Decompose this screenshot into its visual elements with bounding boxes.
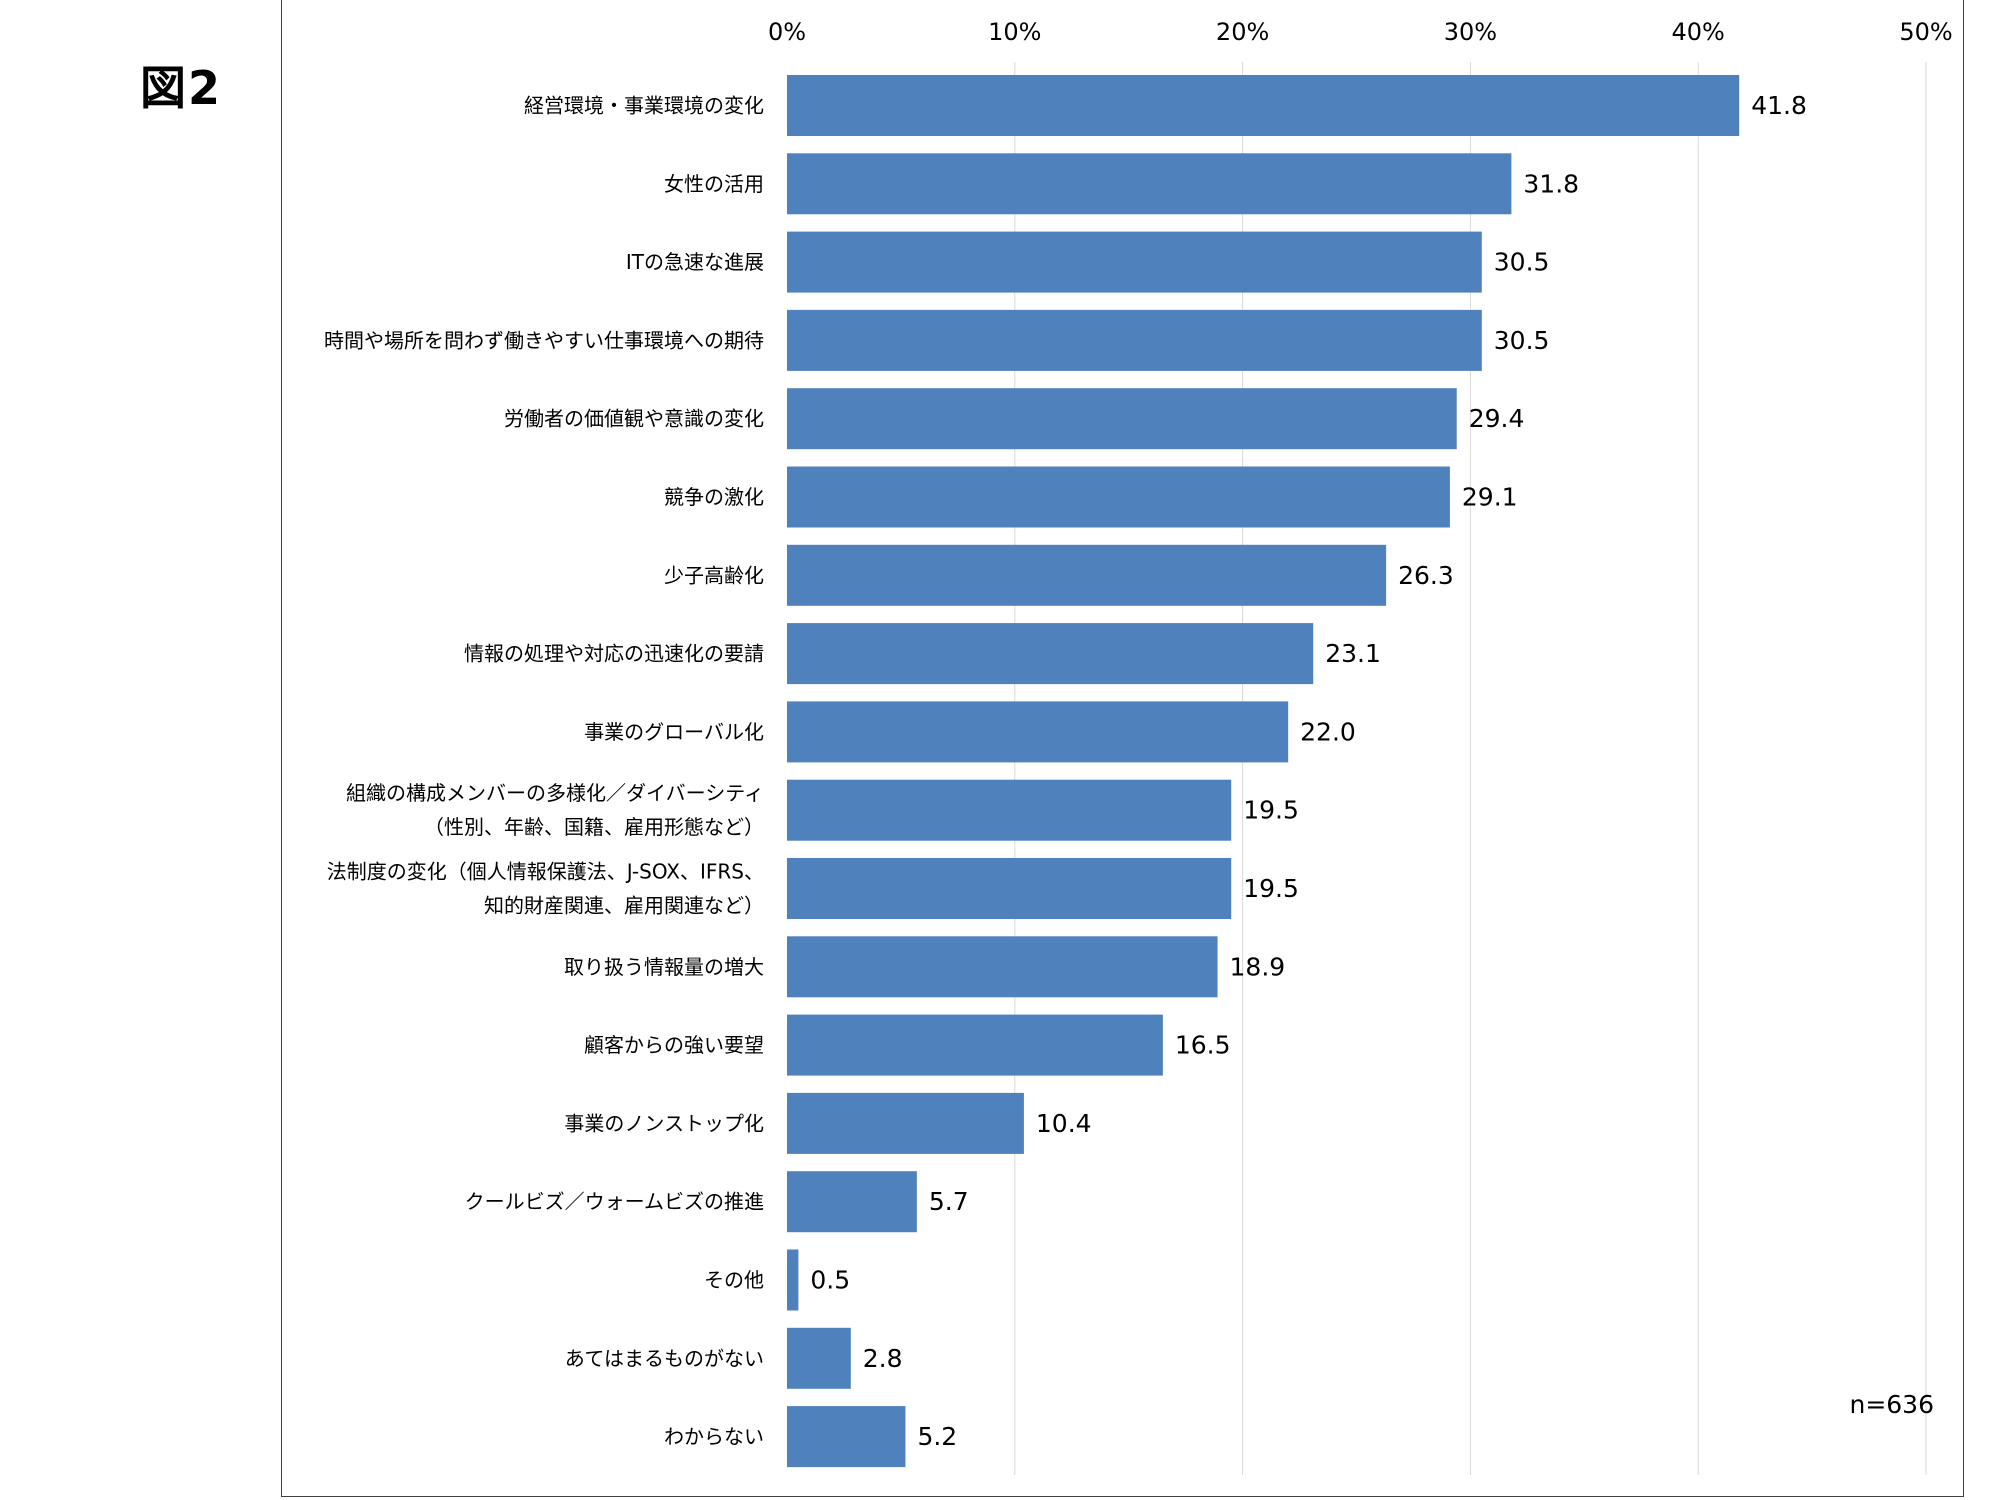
category-label: あてはまるものがない: [565, 1346, 764, 1370]
category-label: 女性の活用: [664, 172, 764, 196]
data-label: 23.1: [1325, 639, 1381, 668]
sample-size-label: n=636: [1849, 1390, 1934, 1419]
category-label: 競争の激化: [664, 485, 764, 509]
bar: [787, 623, 1314, 685]
bar: [787, 309, 1482, 371]
data-label: 29.1: [1462, 483, 1518, 512]
bar: [787, 936, 1218, 998]
category-label: 経営環境・事業環境の変化: [524, 94, 764, 118]
bar: [787, 153, 1512, 215]
data-label: 19.5: [1243, 874, 1299, 903]
category-label: 少子高齢化: [664, 563, 764, 587]
category-label: 顧客からの強い要望: [584, 1033, 764, 1057]
category-label: 法制度の変化（個人情報保護法、J-SOX、IFRS、: [327, 860, 764, 884]
bar: [787, 1014, 1163, 1076]
bar: [787, 1327, 851, 1389]
x-tick-label: 50%: [1899, 18, 1952, 46]
category-label: ITの急速な進展: [626, 250, 764, 274]
data-label: 41.8: [1751, 91, 1807, 120]
bar: [787, 1406, 906, 1468]
category-label: （性別、年齢、国籍、雇用形態など）: [424, 815, 764, 839]
x-tick-label: 30%: [1444, 18, 1497, 46]
bar: [787, 1171, 917, 1233]
bar: [787, 466, 1450, 528]
bar: [787, 1092, 1024, 1154]
data-label: 29.4: [1469, 404, 1525, 433]
category-label: クールビズ／ウォームビズの推進: [465, 1190, 764, 1214]
data-label: 31.8: [1523, 169, 1579, 198]
category-label: その他: [704, 1268, 764, 1292]
data-label: 19.5: [1243, 796, 1299, 825]
x-tick-label: 40%: [1672, 18, 1725, 46]
bar: [787, 75, 1740, 136]
bar: [787, 858, 1232, 919]
data-label: 18.9: [1230, 952, 1286, 981]
bar: [787, 544, 1387, 606]
category-label: 時間や場所を問わず働きやすい仕事環境への期待: [324, 328, 764, 352]
data-label: 0.5: [810, 1266, 850, 1295]
data-label: 16.5: [1175, 1031, 1231, 1060]
category-label: 情報の処理や対応の迅速化の要請: [464, 642, 764, 666]
category-label: 労働者の価値観や意識の変化: [504, 407, 764, 431]
category-label: 知的財産関連、雇用関連など）: [484, 894, 764, 918]
data-label: 22.0: [1300, 717, 1356, 746]
data-label: 5.2: [917, 1422, 957, 1451]
x-tick-label: 0%: [768, 18, 806, 46]
data-label: 30.5: [1494, 326, 1550, 355]
category-label: 事業のノンストップ化: [564, 1111, 764, 1135]
category-label: 事業のグローバル化: [584, 720, 764, 744]
category-label: 組織の構成メンバーの多様化／ダイバーシティ: [346, 781, 764, 805]
bar: [787, 388, 1457, 450]
bar: [787, 779, 1232, 841]
x-tick-label: 10%: [988, 18, 1041, 46]
bar: [787, 231, 1482, 293]
data-label: 26.3: [1398, 561, 1454, 590]
data-label: 5.7: [929, 1187, 969, 1216]
figure-label: 図2: [140, 61, 223, 115]
bar: [787, 701, 1289, 763]
data-label: 10.4: [1036, 1109, 1092, 1138]
chart-frame: [281, 0, 1964, 1497]
data-label: 30.5: [1494, 248, 1550, 277]
category-label: 取り扱う情報量の増大: [564, 955, 764, 979]
category-label: わからない: [664, 1425, 764, 1449]
x-tick-label: 20%: [1216, 18, 1269, 46]
data-label: 2.8: [863, 1344, 903, 1373]
bar: [787, 1249, 799, 1311]
